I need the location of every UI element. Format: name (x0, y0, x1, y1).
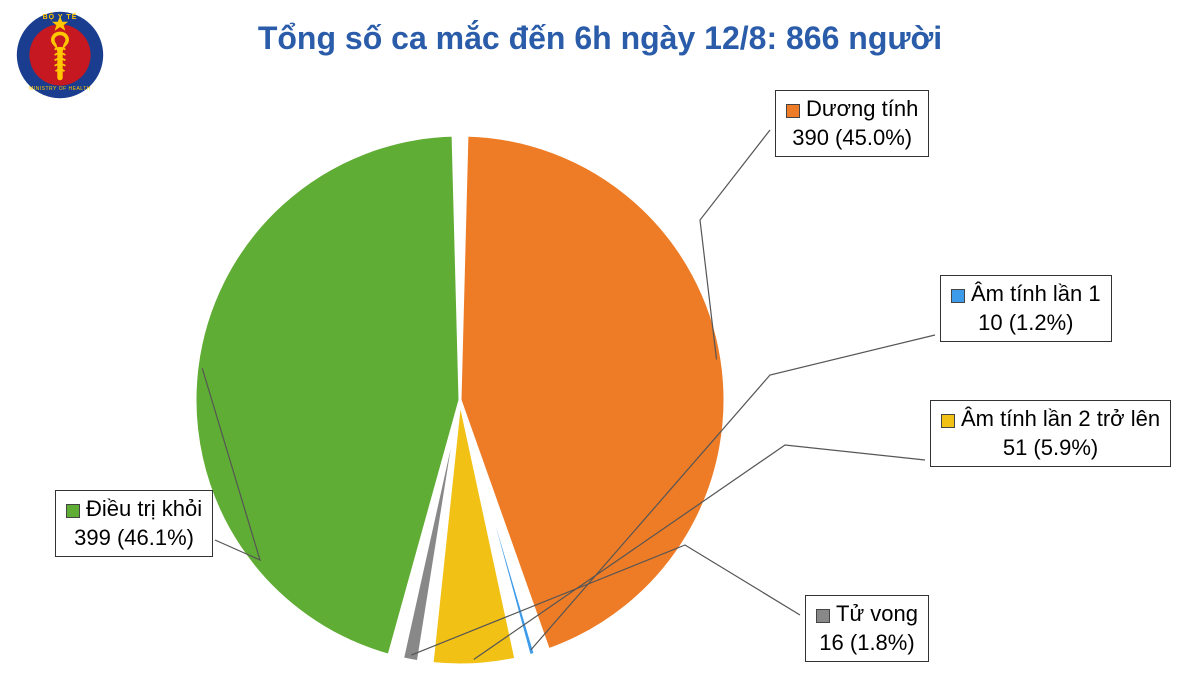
pie-slice-positive (460, 135, 725, 650)
label-line2-recovered: 399 (46.1%) (66, 524, 202, 553)
legend-swatch-neg1 (951, 289, 965, 303)
label-line1-neg2plus: Âm tính lần 2 trở lên (961, 406, 1160, 431)
label-line2-positive: 390 (45.0%) (786, 124, 918, 153)
label-line1-positive: Dương tính (806, 96, 918, 121)
legend-swatch-recovered (66, 504, 80, 518)
label-box-positive: Dương tính 390 (45.0%) (775, 90, 929, 157)
label-line1-recovered: Điều trị khỏi (86, 496, 202, 521)
label-box-neg2plus: Âm tính lần 2 trở lên 51 (5.9%) (930, 400, 1171, 467)
label-box-deaths: Tử vong 16 (1.8%) (805, 595, 929, 662)
label-line1-neg1: Âm tính lần 1 (971, 281, 1101, 306)
label-line2-neg2plus: 51 (5.9%) (941, 434, 1160, 463)
label-box-neg1: Âm tính lần 1 10 (1.2%) (940, 275, 1112, 342)
label-line2-neg1: 10 (1.2%) (951, 309, 1101, 338)
legend-swatch-positive (786, 104, 800, 118)
label-box-recovered: Điều trị khỏi 399 (46.1%) (55, 490, 213, 557)
label-line1-deaths: Tử vong (836, 601, 918, 626)
legend-swatch-neg2plus (941, 414, 955, 428)
legend-swatch-deaths (816, 609, 830, 623)
label-line2-deaths: 16 (1.8%) (816, 629, 918, 658)
